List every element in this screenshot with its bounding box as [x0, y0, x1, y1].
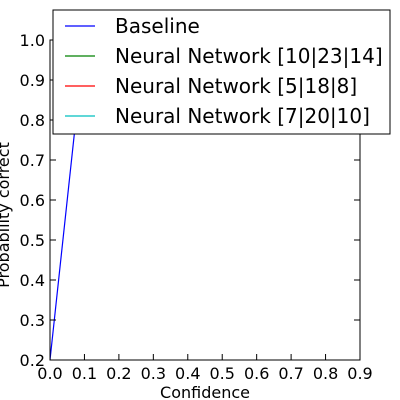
x-tick-label: 0.0	[37, 364, 62, 383]
y-tick-label: 0.4	[20, 271, 45, 290]
x-tick-label: 0.2	[106, 364, 131, 383]
x-tick-label: 0.3	[141, 364, 166, 383]
x-tick-label: 0.9	[347, 364, 372, 383]
y-axis-label: Probability correct	[0, 142, 13, 288]
y-tick-label: 0.6	[20, 191, 45, 210]
legend: Baseline Neural Network [10|23|14] Neural …	[52, 9, 391, 135]
y-tick-label: 0.5	[20, 231, 45, 250]
x-axis-label: Confidence	[160, 383, 250, 400]
y-tick-label: 0.9	[20, 71, 45, 90]
axes: 0.0 0.1 0.2 0.3 0.4 0.5 0.6 0.7 0.8 0.9 0.2 0.3 0.4 0…	[20, 31, 373, 383]
y-tick-label: 1.0	[20, 31, 45, 50]
legend-label-3: Neural Network [7|20|10]	[115, 104, 370, 128]
y-tick-label: 0.8	[20, 111, 45, 130]
legend-box	[52, 9, 391, 135]
x-tick-label: 0.6	[244, 364, 269, 383]
legend-label-0: Baseline	[115, 14, 200, 38]
legend-label-2: Neural Network [5|18|8]	[115, 74, 357, 98]
x-tick-label: 0.5	[209, 364, 234, 383]
y-tick-label: 0.7	[20, 151, 45, 170]
y-tick-label: 0.2	[20, 351, 45, 370]
x-tick-label: 0.8	[313, 364, 338, 383]
x-tick-label: 0.1	[72, 364, 97, 383]
y-tick-label: 0.3	[20, 311, 45, 330]
x-tick-label: 0.7	[278, 364, 303, 383]
x-tick-label: 0.4	[175, 364, 200, 383]
legend-label-1: Neural Network [10|23|14]	[115, 44, 383, 68]
